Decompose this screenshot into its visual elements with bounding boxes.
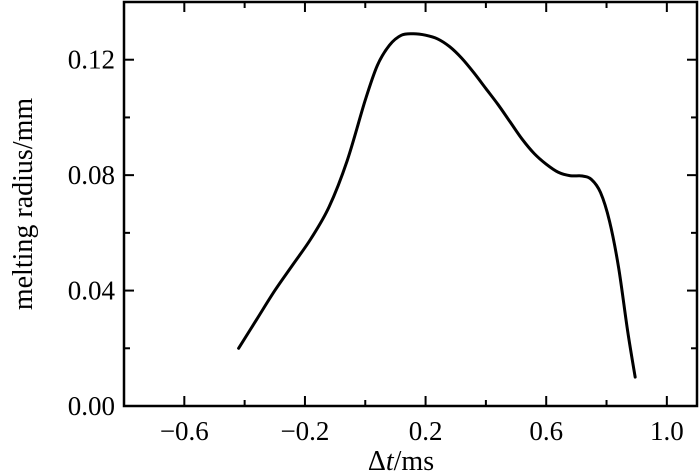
x-axis-label-var: t (386, 446, 395, 473)
y-tick-label: 0.00 (68, 391, 115, 421)
x-tick-label: 0.6 (529, 416, 563, 446)
tick-labels-group: −0.6 −0.2 0.2 0.6 1.0 0.00 0.04 0.08 0.12 (68, 45, 684, 446)
x-tick-label: −0.6 (160, 416, 209, 446)
plot-frame (122, 0, 699, 408)
ticks-group (124, 2, 697, 407)
x-axis-label-unit: /ms (394, 446, 434, 473)
y-tick-label: 0.12 (68, 45, 115, 75)
y-axis-label: melting radius/mm (8, 98, 39, 311)
x-tick-label: 0.2 (409, 416, 443, 446)
x-axis-label-prefix: Δ (368, 446, 386, 473)
series-line (237, 32, 637, 379)
y-tick-label: 0.08 (68, 160, 115, 190)
x-axis-label: Δt/ms (368, 446, 434, 473)
x-tick-label: −0.2 (280, 416, 329, 446)
y-tick-label: 0.04 (68, 276, 116, 306)
x-tick-label: 1.0 (650, 416, 684, 446)
